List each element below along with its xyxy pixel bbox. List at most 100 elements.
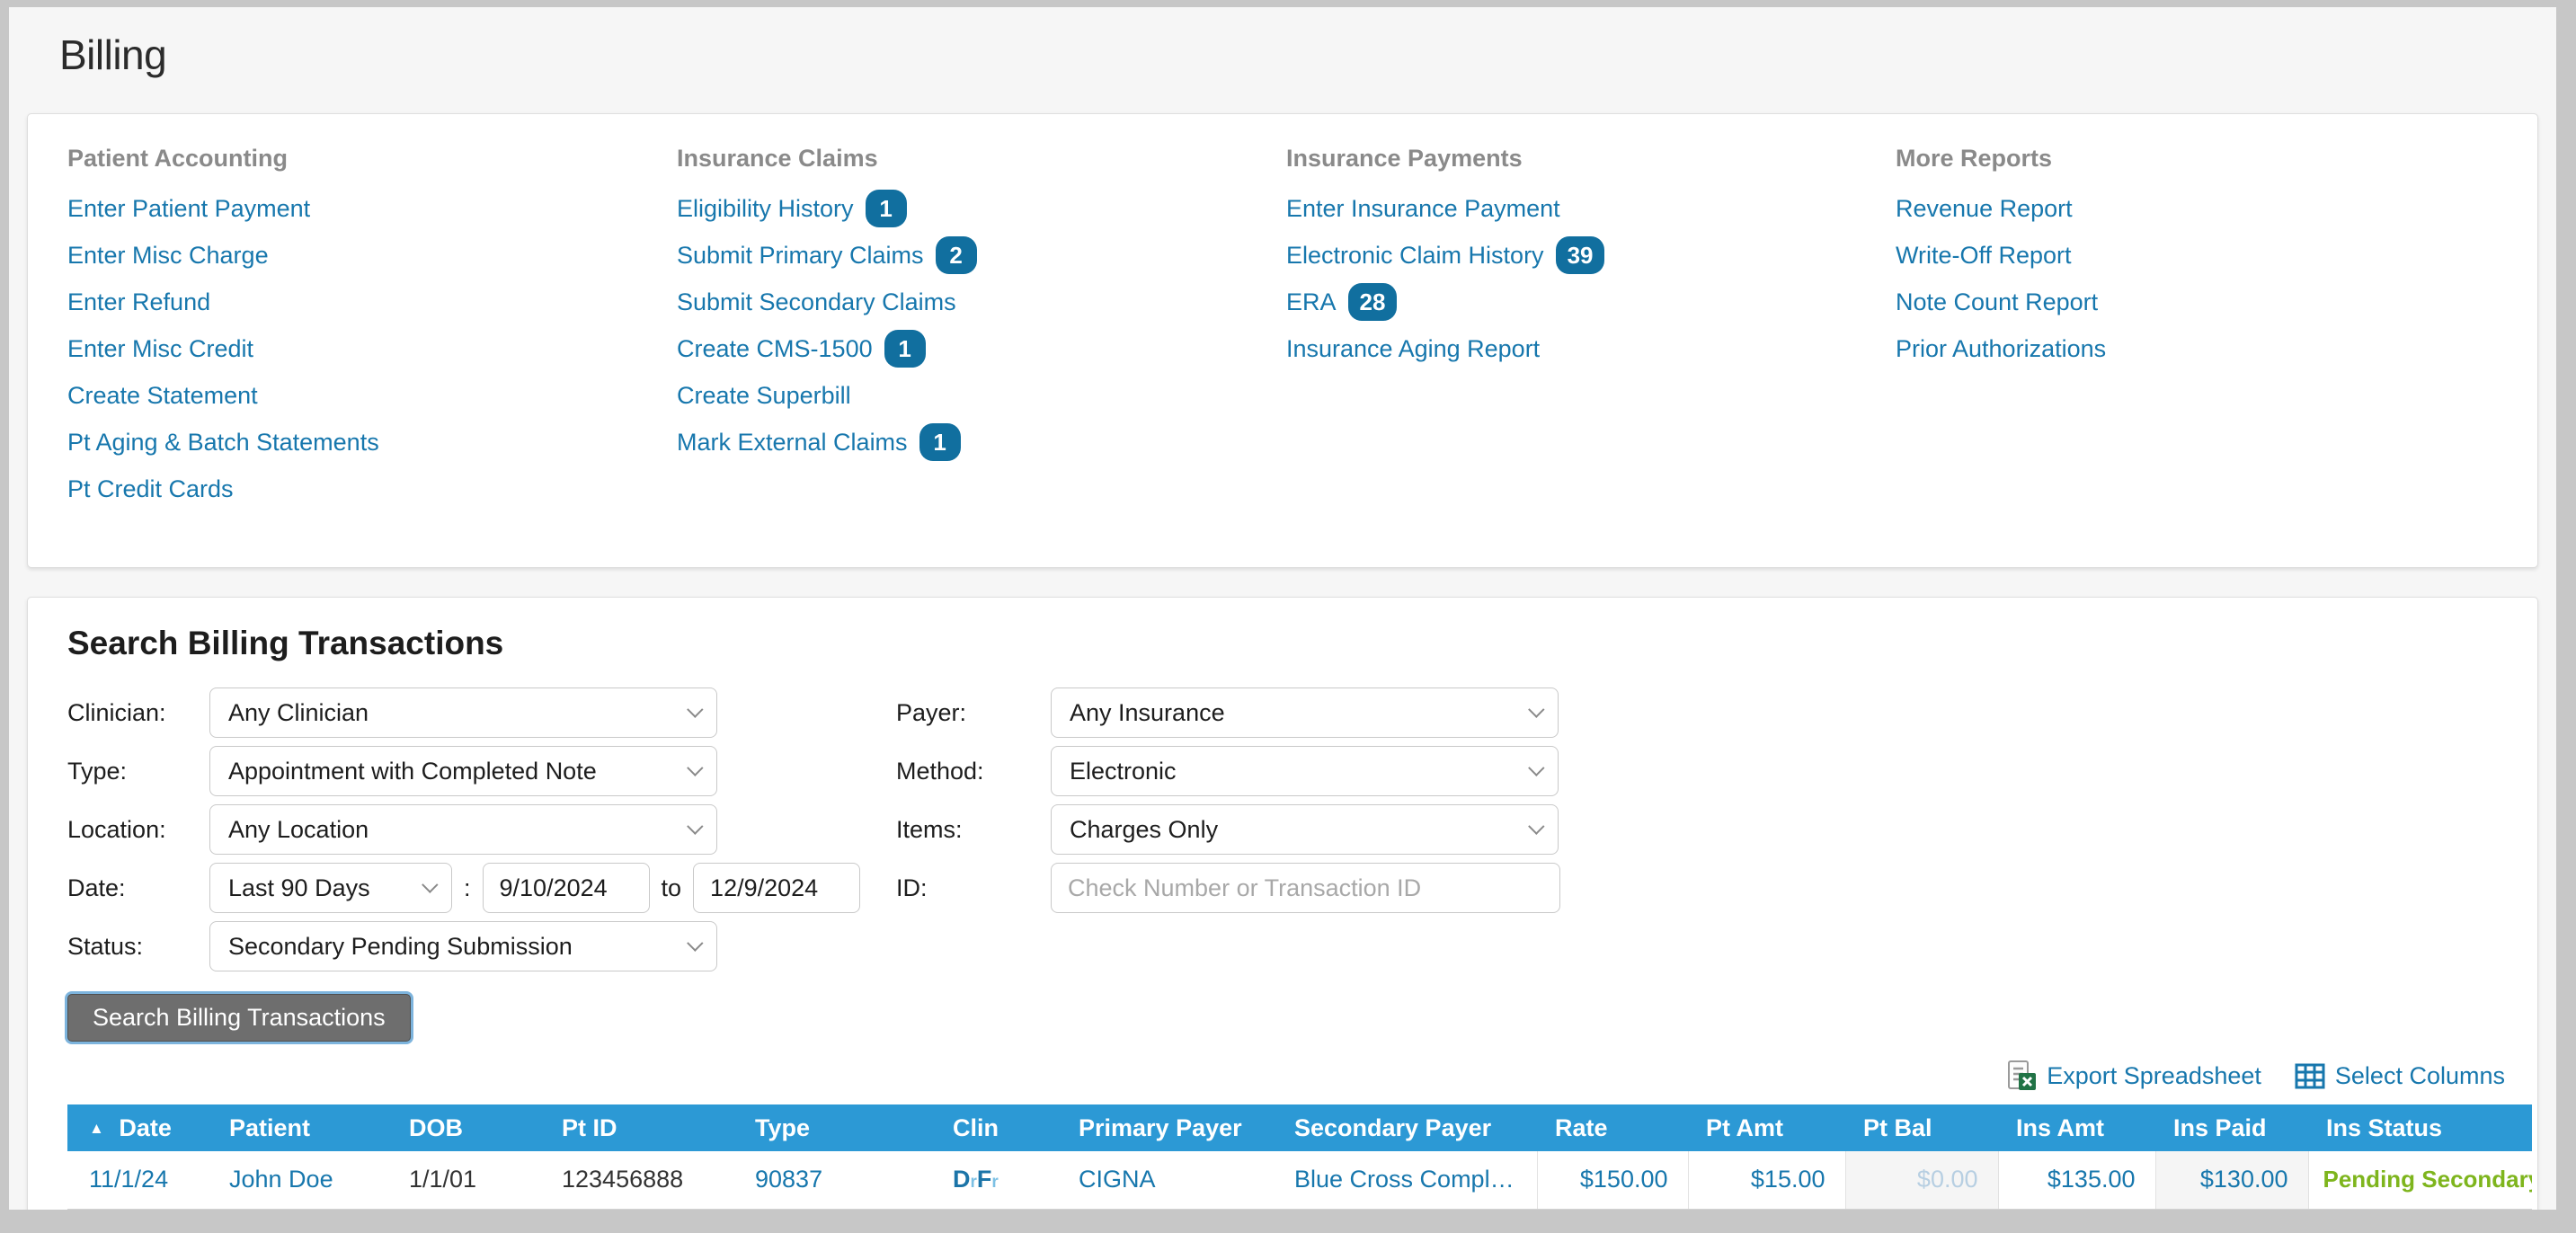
billing-page: Billing Patient Accounting Enter Patient… (9, 7, 2556, 1210)
secondary-payer-link[interactable]: Blue Cross Compl… (1294, 1166, 1515, 1193)
search-heading: Search Billing Transactions (67, 625, 504, 661)
quick-link-eligibility-history[interactable]: Eligibility History (677, 194, 854, 222)
patient-link[interactable]: John Doe (229, 1166, 333, 1193)
table-header-row: ▲ Date Patient DOB Pt ID Type Clin Prima… (67, 1104, 2532, 1151)
quick-link-create-superbill[interactable]: Create Superbill (677, 381, 851, 409)
cell-pt-bal: $0.00 (1844, 1151, 1998, 1210)
quick-link-submit-secondary-claims[interactable]: Submit Secondary Claims (677, 288, 956, 315)
count-badge: 1 (884, 330, 926, 368)
quick-link-pt-credit-cards[interactable]: Pt Credit Cards (67, 475, 234, 502)
quick-link-revenue-report[interactable]: Revenue Report (1896, 194, 2073, 222)
cell-ins-paid: $130.00 (2154, 1151, 2308, 1210)
col-header-type[interactable]: Type (737, 1104, 935, 1151)
date-label: Date: (67, 874, 126, 901)
col-header-clin[interactable]: Clin (935, 1104, 1061, 1151)
quick-link-prior-authorizations[interactable]: Prior Authorizations (1896, 334, 2107, 362)
date-to-input[interactable] (693, 863, 861, 913)
insurance-payments-column: Insurance Payments Enter Insurance Payme… (1286, 143, 1896, 520)
search-billing-transactions-panel: Search Billing Transactions Clinician: A… (27, 597, 2538, 1210)
quick-link-write-off-report[interactable]: Write-Off Report (1896, 241, 2072, 269)
quick-link-electronic-claim-history[interactable]: Electronic Claim History (1286, 241, 1544, 269)
cell-patient: John Doe (211, 1151, 391, 1210)
page-title: Billing (59, 31, 167, 78)
quick-link-note-count-report[interactable]: Note Count Report (1896, 288, 2099, 315)
items-select[interactable]: Charges Only (1051, 804, 1559, 855)
cell-secondary-payer: Blue Cross Compl… (1276, 1151, 1537, 1210)
export-spreadsheet-label: Export Spreadsheet (2047, 1061, 2261, 1089)
col-header-ins-amt[interactable]: Ins Amt (1998, 1104, 2155, 1151)
chevron-down-icon (687, 935, 704, 952)
chevron-down-icon (1528, 701, 1545, 718)
col-header-date[interactable]: ▲ Date (67, 1104, 211, 1151)
col-header-pt-bal[interactable]: Pt Bal (1845, 1104, 1998, 1151)
location-select[interactable]: Any Location (209, 804, 717, 855)
count-badge: 39 (1555, 236, 1605, 274)
col-header-pt-amt[interactable]: Pt Amt (1688, 1104, 1845, 1151)
count-badge: 28 (1347, 283, 1398, 321)
type-link[interactable]: 90837 (755, 1166, 823, 1193)
export-spreadsheet-button[interactable]: Export Spreadsheet (2005, 1060, 2261, 1092)
cell-pt-id: 123456888 (544, 1151, 737, 1210)
quick-link-era[interactable]: ERA (1286, 288, 1337, 315)
quick-link-insurance-aging-report[interactable]: Insurance Aging Report (1286, 334, 1541, 362)
billing-transactions-table: ▲ Date Patient DOB Pt ID Type Clin Prima… (67, 1104, 2532, 1210)
date-from-input[interactable] (482, 863, 650, 913)
type-select[interactable]: Appointment with Completed Note (209, 746, 717, 796)
col-header-patient[interactable]: Patient (211, 1104, 391, 1151)
col-header-secondary-payer[interactable]: Secondary Payer (1276, 1104, 1537, 1151)
payer-select[interactable]: Any Insurance (1051, 687, 1559, 738)
table-row: 11/1/24 John Doe 1/1/01 123456888 90837 … (67, 1151, 2532, 1210)
quick-link-submit-primary-claims[interactable]: Submit Primary Claims (677, 241, 924, 269)
method-label: Method: (896, 757, 984, 785)
select-columns-button[interactable]: Select Columns (2294, 1060, 2505, 1092)
transaction-id-input[interactable] (1051, 863, 1560, 913)
date-range-select[interactable]: Last 90 Days (209, 863, 452, 913)
quick-link-enter-patient-payment[interactable]: Enter Patient Payment (67, 194, 311, 222)
date-separator: : (464, 874, 471, 901)
quick-link-pt-aging-batch-statements[interactable]: Pt Aging & Batch Statements (67, 428, 379, 456)
status-label: Status: (67, 932, 144, 960)
method-select[interactable]: Electronic (1051, 746, 1559, 796)
count-badge: 1 (919, 423, 961, 461)
primary-payer-link[interactable]: CIGNA (1079, 1166, 1156, 1193)
clinician-initials-link[interactable]: DrFr (953, 1166, 999, 1193)
col-header-rate[interactable]: Rate (1537, 1104, 1688, 1151)
payer-select-value: Any Insurance (1070, 698, 1225, 726)
date-link[interactable]: 11/1/24 (89, 1166, 169, 1193)
status-select-value: Secondary Pending Submission (228, 932, 573, 960)
location-select-value: Any Location (228, 815, 369, 843)
chevron-down-icon (687, 818, 704, 835)
patient-accounting-column: Patient Accounting Enter Patient Payment… (67, 143, 677, 520)
col-header-ins-status[interactable]: Ins Status (2308, 1104, 2532, 1151)
cell-ins-amt: $135.00 (1997, 1151, 2155, 1210)
col-header-pt-id[interactable]: Pt ID (544, 1104, 737, 1151)
count-badge: 2 (935, 236, 977, 274)
quick-link-create-cms-1500[interactable]: Create CMS-1500 (677, 334, 873, 362)
clinician-select-value: Any Clinician (228, 698, 369, 726)
quick-link-mark-external-claims[interactable]: Mark External Claims (677, 428, 908, 456)
method-select-value: Electronic (1070, 757, 1177, 785)
cell-date: 11/1/24 (67, 1151, 211, 1210)
status-select[interactable]: Secondary Pending Submission (209, 921, 717, 971)
section-heading-patient-accounting: Patient Accounting (67, 144, 289, 172)
quick-link-enter-misc-credit[interactable]: Enter Misc Credit (67, 334, 254, 362)
cell-primary-payer: CIGNA (1061, 1151, 1276, 1210)
quick-link-enter-misc-charge[interactable]: Enter Misc Charge (67, 241, 269, 269)
col-header-dob[interactable]: DOB (391, 1104, 544, 1151)
quick-link-create-statement[interactable]: Create Statement (67, 381, 258, 409)
table-tools: Export Spreadsheet Select Columns (67, 1060, 2505, 1092)
items-label: Items: (896, 815, 963, 843)
id-label: ID: (896, 874, 928, 901)
items-select-value: Charges Only (1070, 815, 1219, 843)
chevron-down-icon (687, 759, 704, 776)
col-header-ins-paid[interactable]: Ins Paid (2155, 1104, 2308, 1151)
cell-dob: 1/1/01 (391, 1151, 544, 1210)
cell-clin: DrFr (935, 1151, 1061, 1210)
quick-link-enter-refund[interactable]: Enter Refund (67, 288, 211, 315)
quick-link-enter-insurance-payment[interactable]: Enter Insurance Payment (1286, 194, 1560, 222)
clinician-select[interactable]: Any Clinician (209, 687, 717, 738)
search-billing-transactions-button[interactable]: Search Billing Transactions (67, 994, 411, 1042)
section-heading-more-reports: More Reports (1896, 144, 2053, 172)
col-header-primary-payer[interactable]: Primary Payer (1061, 1104, 1276, 1151)
cell-ins-status: Pending Secondary (2307, 1151, 2532, 1210)
